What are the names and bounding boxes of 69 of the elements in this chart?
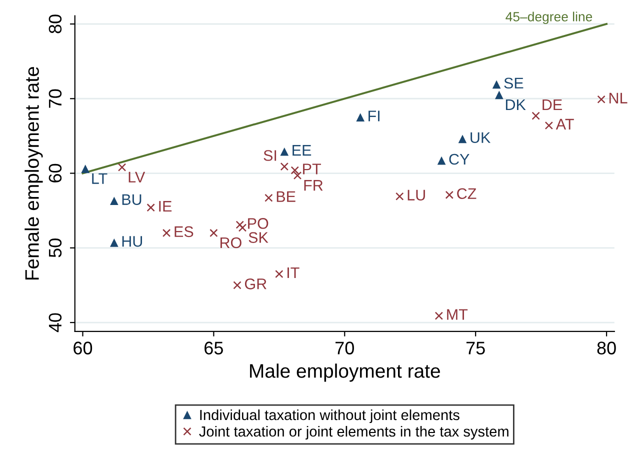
x-tick-label: 60 xyxy=(74,342,92,354)
annotation: HU xyxy=(122,236,142,247)
annotation: LT xyxy=(92,173,108,184)
annotation: PO xyxy=(248,218,268,229)
x-tick-label: 65 xyxy=(204,342,223,354)
y-tick-label: 80 xyxy=(48,14,62,34)
annotation: PT xyxy=(303,164,321,174)
y-tick-label: 60 xyxy=(48,164,62,182)
point xyxy=(458,134,467,144)
point xyxy=(290,166,299,174)
point xyxy=(162,228,171,238)
annotation: LU xyxy=(408,190,425,200)
annotation: SK xyxy=(248,232,268,243)
point xyxy=(434,312,444,320)
annotation: BU xyxy=(122,194,142,205)
point xyxy=(210,228,218,238)
point xyxy=(532,112,540,120)
y-axis-title: Female employment rate xyxy=(24,66,43,280)
annotation: MT xyxy=(447,309,468,320)
y-tick-label: 50 xyxy=(48,238,62,258)
annotation: RO xyxy=(220,237,242,248)
annotation: IT xyxy=(288,267,300,278)
series-label: 45–degree line xyxy=(506,12,592,24)
point xyxy=(445,190,454,200)
legend-label: Individual taxation without joint elements xyxy=(200,409,460,424)
y-tick-label: 70 xyxy=(48,89,62,108)
y-tick-label: 40 xyxy=(48,313,62,332)
annotation: CZ xyxy=(457,188,476,200)
point xyxy=(437,156,446,165)
point xyxy=(238,224,247,232)
x-tick-label: 70 xyxy=(336,342,354,354)
point xyxy=(396,192,404,200)
point xyxy=(544,121,554,130)
point xyxy=(236,220,244,229)
annotation: LV xyxy=(128,172,146,182)
point xyxy=(81,164,90,173)
point xyxy=(233,281,242,290)
point xyxy=(492,80,501,89)
annotation: FI xyxy=(368,110,380,122)
point xyxy=(146,203,155,212)
annotation: FR xyxy=(304,180,323,191)
annotation: EE xyxy=(292,145,312,156)
x-tick-label: 80 xyxy=(597,342,616,354)
annotation: ES xyxy=(174,226,194,238)
annotation: BE xyxy=(276,191,296,202)
annotation: SI xyxy=(264,150,276,161)
point xyxy=(597,95,606,104)
annotation: GR xyxy=(244,278,266,290)
point xyxy=(118,163,126,172)
point xyxy=(494,90,504,100)
x-tick-label: 75 xyxy=(466,342,485,354)
point xyxy=(356,113,365,122)
annotation: SE xyxy=(504,78,524,89)
point xyxy=(110,238,118,247)
annotation: DE xyxy=(542,100,562,110)
annotation: CY xyxy=(449,154,470,165)
point xyxy=(275,270,284,278)
point xyxy=(293,171,302,180)
annotation: AT xyxy=(556,118,574,130)
point xyxy=(280,162,288,171)
point xyxy=(110,196,118,206)
x-axis-title: Male employment rate xyxy=(250,364,440,382)
annotation: DK xyxy=(506,99,526,110)
point xyxy=(280,147,289,156)
legend-label: Joint taxation or joint elements in the tax system xyxy=(199,426,508,440)
point xyxy=(264,194,273,202)
annotation: NL xyxy=(610,92,628,104)
annotation: IE xyxy=(159,201,172,212)
annotation: UK xyxy=(470,132,490,144)
